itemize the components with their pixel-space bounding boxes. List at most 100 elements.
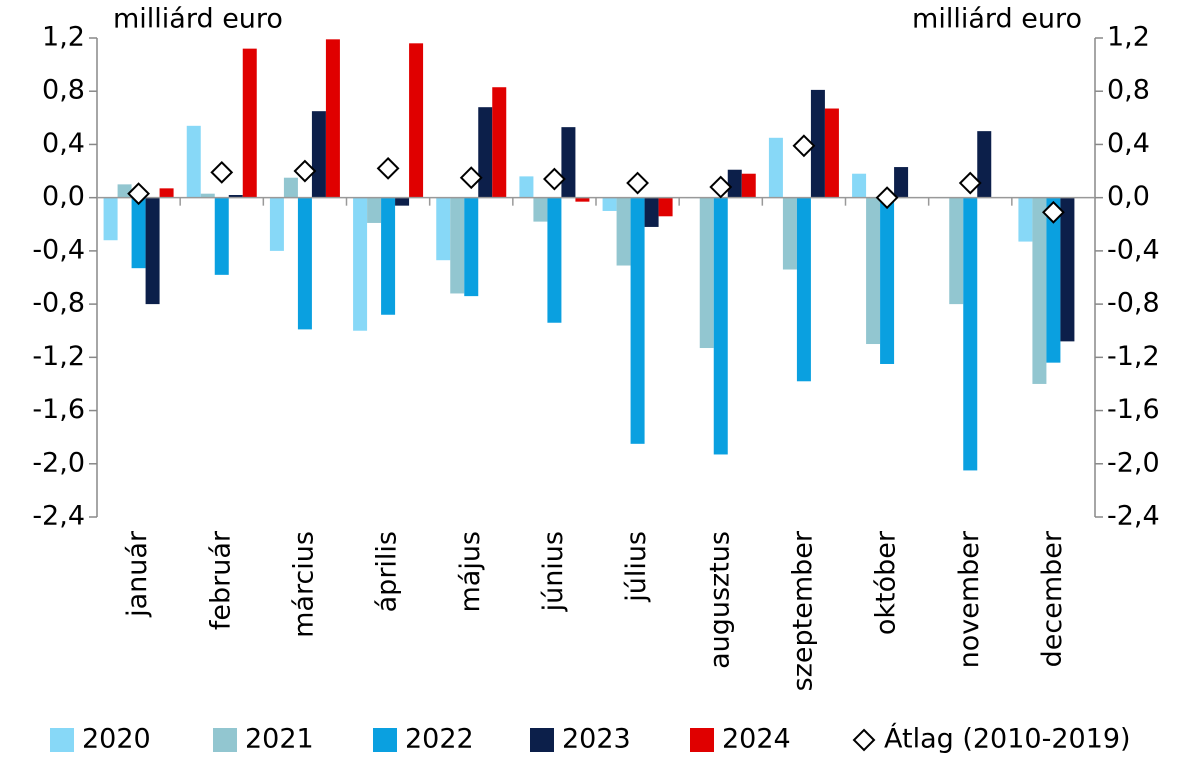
bar: [103, 197, 118, 241]
y-tick-label: -2,0: [32, 447, 85, 478]
bar: [311, 111, 326, 198]
x-tick-label: május: [455, 531, 486, 613]
bar: [824, 108, 839, 198]
bar: [186, 125, 201, 198]
bar: [658, 197, 673, 217]
x-tick-label: augusztus: [704, 531, 735, 669]
legend-label: 2020: [82, 724, 151, 755]
bar: [519, 176, 534, 198]
y-tick-label: -0,8: [32, 288, 85, 319]
bar: [977, 131, 992, 198]
legend-swatch: [690, 728, 714, 752]
bar: [727, 169, 742, 198]
bar: [409, 43, 424, 198]
bar: [575, 197, 590, 202]
bar: [353, 197, 368, 331]
y2-tick-label: 0,0: [1107, 181, 1150, 212]
y2-axis-label: milliárd euro: [912, 4, 1082, 35]
y-tick-label: 0,0: [42, 181, 85, 212]
average-marker: [1042, 200, 1065, 224]
y-tick-label: 0,4: [42, 128, 85, 159]
legend-marker: [852, 728, 876, 752]
average-marker: [127, 182, 150, 206]
bar: [228, 195, 243, 198]
bar: [894, 167, 909, 198]
y-tick-label: -1,2: [32, 341, 85, 372]
bar: [616, 197, 631, 266]
bar: [297, 197, 312, 330]
bar: [464, 197, 479, 297]
y2-tick-label: -0,4: [1107, 234, 1160, 265]
x-tick-label: október: [871, 530, 902, 635]
average-marker: [376, 156, 400, 180]
bar: [630, 197, 645, 444]
bar: [367, 197, 382, 223]
x-tick-label: július: [621, 531, 652, 603]
bar: [1032, 197, 1047, 384]
bar: [602, 197, 617, 211]
y2-tick-label: -0,8: [1107, 288, 1160, 319]
y-tick-label: 1,2: [42, 22, 85, 53]
average-marker: [626, 171, 649, 195]
average-marker: [459, 166, 483, 190]
legend-label: 2023: [562, 724, 631, 755]
bar: [283, 177, 298, 198]
bar: [436, 197, 451, 261]
x-tick-label: június: [538, 531, 569, 612]
average-marker: [792, 134, 816, 158]
bar: [1018, 197, 1033, 242]
legend-label: Átlag (2010-2019): [884, 723, 1131, 755]
bar: [713, 197, 728, 455]
bar: [949, 197, 964, 305]
bar: [810, 89, 825, 198]
bar: [269, 197, 284, 251]
y2-tick-label: -1,6: [1107, 394, 1160, 425]
bar: [325, 39, 340, 198]
y-tick-label: -0,4: [32, 234, 85, 265]
bar: [768, 137, 783, 198]
legend-swatch: [373, 728, 397, 752]
bar: [852, 173, 867, 198]
bar: [200, 193, 215, 198]
legend-label: 2022: [405, 724, 474, 755]
legend-swatch: [530, 728, 554, 752]
bar: [381, 197, 396, 315]
bar: [963, 197, 978, 471]
legend-swatch: [213, 728, 237, 752]
y-tick-label: 0,8: [42, 75, 85, 106]
legend-swatch: [50, 728, 74, 752]
x-tick-label: november: [954, 530, 985, 668]
legend-label: 2021: [245, 724, 314, 755]
x-tick-label: március: [288, 531, 319, 638]
bar: [866, 197, 881, 345]
legend-label: 2024: [722, 724, 791, 755]
average-marker: [958, 171, 982, 195]
average-marker: [543, 167, 566, 191]
bar: [741, 173, 756, 198]
bar: [782, 197, 797, 270]
x-tick-label: szeptember: [787, 530, 818, 691]
bar: [533, 197, 548, 222]
bar: [1046, 197, 1061, 363]
bar: [880, 197, 895, 364]
bar: [796, 197, 811, 382]
x-tick-label: december: [1037, 530, 1068, 667]
average-marker: [875, 186, 899, 210]
bar: [131, 197, 146, 269]
bar: [145, 197, 160, 305]
y2-tick-label: -2,0: [1107, 447, 1160, 478]
y2-tick-label: -2,4: [1107, 501, 1160, 532]
bar: [492, 87, 507, 198]
bar: [395, 197, 410, 206]
y-tick-label: -1,6: [32, 394, 85, 425]
average-marker: [709, 175, 733, 199]
y-tick-label: -2,4: [32, 501, 85, 532]
x-tick-label: április: [372, 531, 403, 612]
average-marker: [293, 159, 317, 183]
average-marker: [210, 160, 234, 184]
bar: [561, 127, 576, 198]
bar: [214, 197, 229, 275]
bar: [547, 197, 562, 323]
bar: [242, 48, 257, 198]
